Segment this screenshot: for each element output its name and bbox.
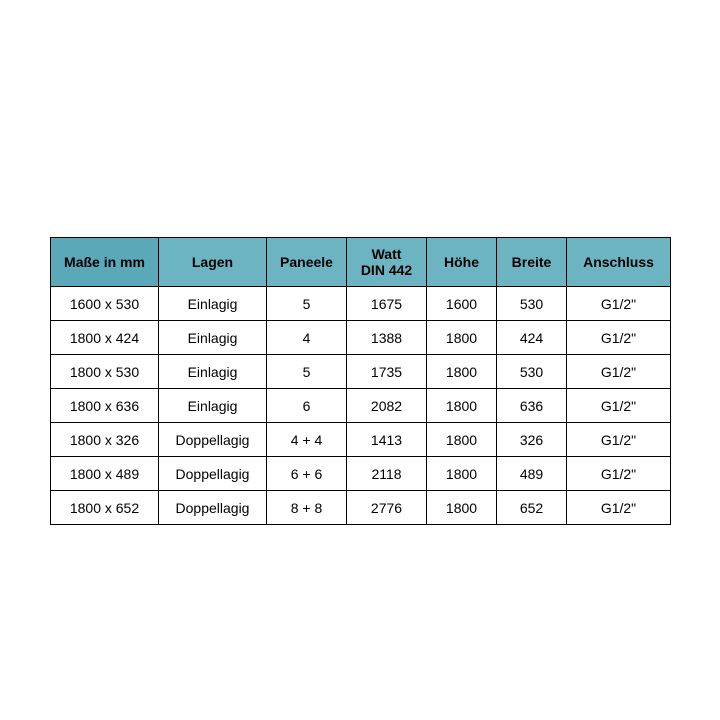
cell-watt: 1413	[347, 423, 427, 457]
cell-lagen: Doppellagig	[159, 457, 267, 491]
cell-anschluss: G1/2"	[567, 457, 671, 491]
table-row: 1800 x 530 Einlagig 5 1735 1800 530 G1/2…	[51, 355, 671, 389]
cell-breite: 636	[497, 389, 567, 423]
cell-watt: 1388	[347, 321, 427, 355]
cell-lagen: Einlagig	[159, 355, 267, 389]
cell-breite: 489	[497, 457, 567, 491]
cell-lagen: Einlagig	[159, 321, 267, 355]
cell-paneele: 6 + 6	[267, 457, 347, 491]
cell-masse: 1800 x 489	[51, 457, 159, 491]
cell-masse: 1800 x 424	[51, 321, 159, 355]
cell-anschluss: G1/2"	[567, 423, 671, 457]
cell-hoehe: 1800	[427, 389, 497, 423]
cell-breite: 424	[497, 321, 567, 355]
cell-paneele: 4	[267, 321, 347, 355]
cell-breite: 326	[497, 423, 567, 457]
cell-hoehe: 1800	[427, 355, 497, 389]
col-header-masse: Maße in mm	[51, 238, 159, 287]
col-header-paneele: Paneele	[267, 238, 347, 287]
col-header-hoehe: Höhe	[427, 238, 497, 287]
cell-lagen: Einlagig	[159, 389, 267, 423]
cell-watt: 2776	[347, 491, 427, 525]
col-header-anschluss: Anschluss	[567, 238, 671, 287]
cell-watt: 2082	[347, 389, 427, 423]
cell-masse: 1800 x 652	[51, 491, 159, 525]
cell-breite: 530	[497, 355, 567, 389]
cell-hoehe: 1800	[427, 321, 497, 355]
cell-masse: 1800 x 530	[51, 355, 159, 389]
cell-anschluss: G1/2"	[567, 321, 671, 355]
cell-anschluss: G1/2"	[567, 389, 671, 423]
cell-anschluss: G1/2"	[567, 355, 671, 389]
col-header-lagen: Lagen	[159, 238, 267, 287]
cell-lagen: Doppellagig	[159, 423, 267, 457]
cell-breite: 652	[497, 491, 567, 525]
table-row: 1800 x 489 Doppellagig 6 + 6 2118 1800 4…	[51, 457, 671, 491]
table-row: 1800 x 326 Doppellagig 4 + 4 1413 1800 3…	[51, 423, 671, 457]
col-header-watt: WattDIN 442	[347, 238, 427, 287]
cell-lagen: Doppellagig	[159, 491, 267, 525]
cell-masse: 1800 x 326	[51, 423, 159, 457]
spec-table-container: Maße in mm Lagen Paneele WattDIN 442 Höh…	[50, 237, 670, 525]
cell-paneele: 6	[267, 389, 347, 423]
cell-paneele: 5	[267, 355, 347, 389]
table-row: 1600 x 530 Einlagig 5 1675 1600 530 G1/2…	[51, 287, 671, 321]
col-header-breite: Breite	[497, 238, 567, 287]
table-row: 1800 x 636 Einlagig 6 2082 1800 636 G1/2…	[51, 389, 671, 423]
cell-breite: 530	[497, 287, 567, 321]
table-row: 1800 x 652 Doppellagig 8 + 8 2776 1800 6…	[51, 491, 671, 525]
cell-masse: 1800 x 636	[51, 389, 159, 423]
cell-masse: 1600 x 530	[51, 287, 159, 321]
cell-watt: 2118	[347, 457, 427, 491]
table-body: 1600 x 530 Einlagig 5 1675 1600 530 G1/2…	[51, 287, 671, 525]
spec-table: Maße in mm Lagen Paneele WattDIN 442 Höh…	[50, 237, 671, 525]
cell-lagen: Einlagig	[159, 287, 267, 321]
cell-paneele: 5	[267, 287, 347, 321]
table-header-row: Maße in mm Lagen Paneele WattDIN 442 Höh…	[51, 238, 671, 287]
cell-hoehe: 1600	[427, 287, 497, 321]
cell-watt: 1735	[347, 355, 427, 389]
cell-paneele: 4 + 4	[267, 423, 347, 457]
cell-hoehe: 1800	[427, 457, 497, 491]
cell-paneele: 8 + 8	[267, 491, 347, 525]
cell-anschluss: G1/2"	[567, 287, 671, 321]
cell-hoehe: 1800	[427, 423, 497, 457]
table-header: Maße in mm Lagen Paneele WattDIN 442 Höh…	[51, 238, 671, 287]
cell-anschluss: G1/2"	[567, 491, 671, 525]
table-row: 1800 x 424 Einlagig 4 1388 1800 424 G1/2…	[51, 321, 671, 355]
cell-watt: 1675	[347, 287, 427, 321]
cell-hoehe: 1800	[427, 491, 497, 525]
